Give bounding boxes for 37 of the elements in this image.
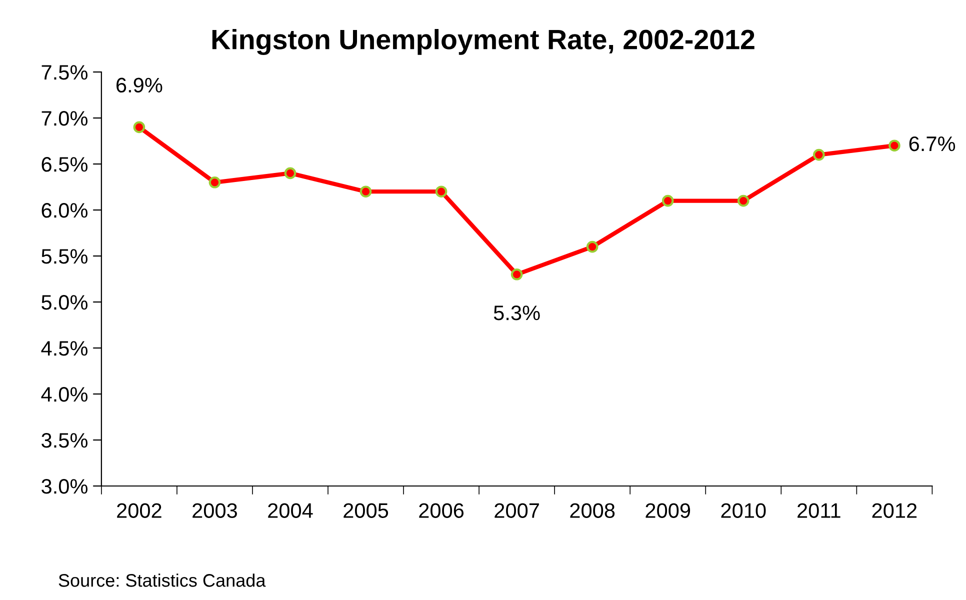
point (360, 186, 372, 198)
x-tick-label: 2007 (494, 503, 539, 518)
x-tick-label: 2009 (646, 503, 690, 518)
y-tick-label: 4.5% (41, 341, 88, 356)
point (813, 148, 825, 161)
y-tick-label: 5.0% (42, 295, 88, 310)
x-tick-label: 2011 (798, 503, 840, 518)
y-tick-label: 6.0% (42, 203, 88, 218)
x-tick-label: 2008 (570, 503, 615, 518)
x-tick-label: 2004 (268, 503, 313, 518)
data-label: 5.3% (494, 306, 540, 320)
point (435, 186, 448, 198)
x-tick-label: 2002 (117, 503, 162, 518)
x-tick-label: 2006 (419, 503, 464, 518)
point (737, 194, 750, 207)
y-tick-label: 7.0% (42, 111, 88, 126)
y-tick-label: 7.5% (42, 65, 88, 80)
x-tick-label: 2012 (872, 503, 917, 518)
source-note: Source: Statistics Canada (58, 574, 266, 587)
y-tick-label: 6.5% (42, 157, 88, 172)
y-tick-label: 4.0% (41, 387, 88, 402)
point (284, 167, 296, 180)
point (208, 176, 221, 188)
y-tick-label: 3.5% (42, 433, 88, 448)
x-tick-label: 2003 (192, 503, 237, 518)
point (133, 121, 146, 134)
point (888, 140, 900, 152)
chart-title: Kingston Unemployment Rate, 2002-2012 (212, 28, 754, 56)
data-label: 6.7% (909, 136, 956, 152)
point (586, 240, 598, 253)
data-label: 6.9% (116, 78, 162, 93)
y-tick-label: 5.5% (42, 249, 88, 264)
point (510, 268, 523, 280)
y-tick-label: 3.0% (42, 479, 88, 494)
point (662, 194, 674, 207)
x-tick-label: 2005 (344, 503, 388, 518)
x-tick-label: 2010 (721, 503, 766, 518)
